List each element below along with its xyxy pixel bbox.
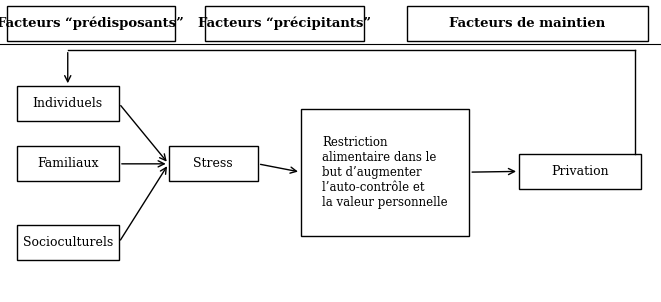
Text: Facteurs de maintien: Facteurs de maintien bbox=[449, 17, 605, 30]
Text: Privation: Privation bbox=[551, 165, 609, 178]
Text: Stress: Stress bbox=[194, 157, 233, 170]
FancyBboxPatch shape bbox=[407, 6, 648, 41]
Text: Facteurs “prédisposants”: Facteurs “prédisposants” bbox=[0, 17, 184, 30]
FancyBboxPatch shape bbox=[169, 146, 258, 181]
FancyBboxPatch shape bbox=[301, 109, 469, 236]
Text: Individuels: Individuels bbox=[32, 97, 103, 110]
Text: Facteurs “précipitants”: Facteurs “précipitants” bbox=[198, 17, 371, 30]
Text: Socioculturels: Socioculturels bbox=[22, 236, 113, 249]
FancyBboxPatch shape bbox=[17, 86, 119, 121]
FancyBboxPatch shape bbox=[519, 154, 641, 189]
Text: Familiaux: Familiaux bbox=[37, 157, 98, 170]
Text: Restriction
alimentaire dans le
but d’augmenter
l’auto-contrôle et
la valeur per: Restriction alimentaire dans le but d’au… bbox=[322, 136, 448, 209]
FancyBboxPatch shape bbox=[7, 6, 175, 41]
FancyBboxPatch shape bbox=[205, 6, 364, 41]
FancyBboxPatch shape bbox=[17, 146, 119, 181]
FancyBboxPatch shape bbox=[17, 225, 119, 260]
